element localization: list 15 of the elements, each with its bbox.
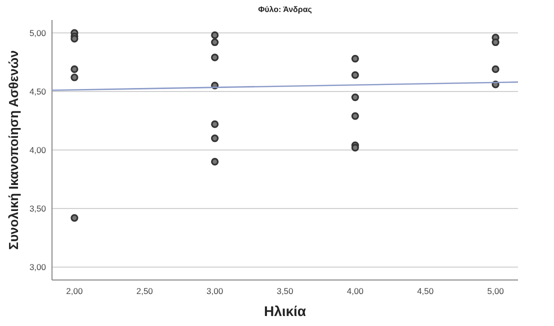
y-axis-title: Συνολική Ικανοποίηση Ασθενών <box>6 50 21 250</box>
y-tick-label: 4,00 <box>29 144 46 155</box>
y-tick-label: 4,50 <box>29 86 46 96</box>
y-tick-label: 3,00 <box>29 262 46 272</box>
x-tick-label: 3,00 <box>206 286 224 296</box>
x-tick-label: 4,50 <box>417 286 434 296</box>
y-tick-label: 5,00 <box>29 28 46 38</box>
x-tick-label: 2,00 <box>66 286 83 296</box>
x-tick-label: 2,50 <box>136 286 154 296</box>
x-tick-label: 4,00 <box>346 286 364 296</box>
x-axis-title: Ηλικία <box>264 303 306 319</box>
x-tick-label: 5,00 <box>487 286 504 296</box>
x-tick-label: 3,50 <box>276 286 294 296</box>
y-tick-label: 3,50 <box>29 204 46 214</box>
chart-title: Φύλο: Άνδρας <box>258 5 312 14</box>
